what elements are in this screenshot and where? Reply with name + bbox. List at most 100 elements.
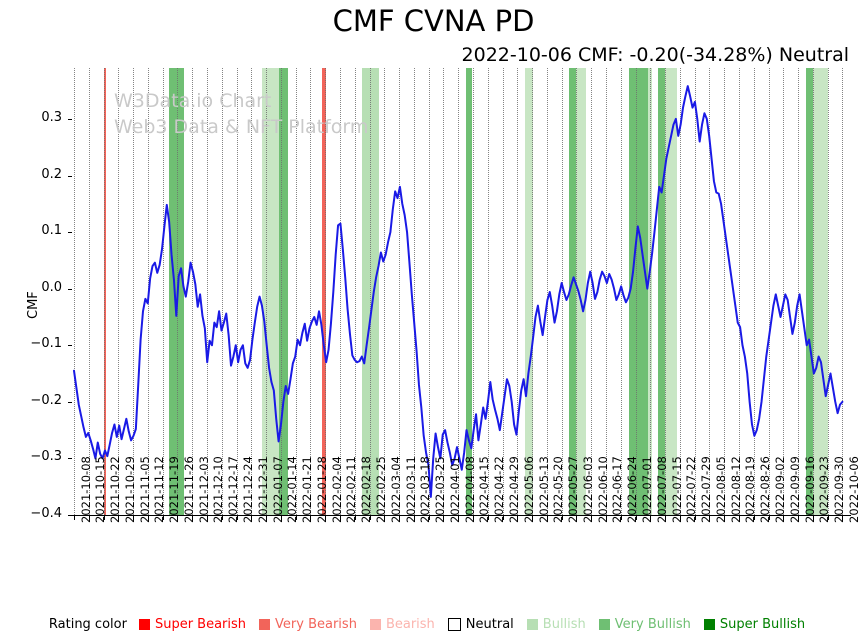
- x-tick-mark: [413, 516, 415, 520]
- x-axis: 2021-10-08 2021-10-15 2021-10-22 2021-10-29…: [72, 456, 861, 616]
- x-tick-label: 2022-05-20: [551, 456, 566, 523]
- x-tick-mark: [738, 516, 740, 520]
- x-tick-mark: [339, 516, 341, 520]
- x-tick-mark: [591, 516, 593, 520]
- gridline: [74, 68, 75, 515]
- x-tick-label: 2021-11-19: [167, 456, 182, 523]
- x-tick-mark: [620, 516, 622, 520]
- gridline: [443, 68, 445, 515]
- x-tick-mark: [88, 516, 90, 520]
- gridline: [487, 68, 489, 515]
- y-tick-mark: [68, 175, 72, 177]
- gridline: [133, 68, 135, 515]
- x-tick-label: 2022-02-25: [374, 456, 389, 523]
- x-tick-label: 2022-04-29: [507, 456, 522, 523]
- x-tick-mark: [724, 516, 726, 520]
- rating-band: [664, 68, 678, 515]
- gridline: [650, 68, 652, 515]
- gridline: [694, 68, 696, 515]
- x-tick-label: 2022-06-03: [580, 456, 595, 523]
- legend-label: Bullish: [542, 616, 586, 632]
- x-tick-mark: [679, 516, 681, 520]
- x-tick-label: 2022-08-12: [728, 456, 743, 523]
- legend-item[interactable]: Super Bullish: [703, 617, 805, 632]
- gridline: [325, 68, 327, 515]
- gridline: [768, 68, 770, 515]
- x-tick-mark: [753, 516, 755, 520]
- gridline: [738, 68, 740, 515]
- gridline: [842, 68, 844, 515]
- x-tick-label: 2022-09-09: [787, 456, 802, 523]
- rating-band: [575, 68, 587, 515]
- legend-item[interactable]: Bullish: [526, 616, 586, 632]
- y-tick-mark: [68, 288, 72, 290]
- x-tick-label: 2021-10-29: [122, 456, 137, 523]
- y-tick-label: −0.3: [30, 449, 62, 465]
- x-tick-label: 2022-04-08: [462, 456, 477, 523]
- x-tick-mark: [842, 516, 844, 520]
- x-tick-mark: [295, 516, 297, 520]
- x-tick-mark: [384, 516, 386, 520]
- rating-band: [569, 68, 576, 515]
- legend-swatch: [138, 618, 150, 630]
- legend-label: Very Bearish: [275, 616, 357, 632]
- x-tick-mark: [428, 516, 430, 520]
- y-tick-mark: [68, 232, 72, 234]
- legend-item[interactable]: Neutral: [447, 617, 514, 632]
- gridline: [251, 68, 253, 515]
- rating-band: [524, 68, 534, 515]
- x-tick-label: 2022-02-04: [329, 456, 344, 523]
- x-tick-mark: [133, 516, 135, 520]
- legend-swatch: [703, 618, 715, 630]
- x-tick-mark: [827, 516, 829, 520]
- gridline: [295, 68, 297, 515]
- x-tick-mark: [354, 516, 356, 520]
- legend-item[interactable]: Super Bearish: [138, 617, 246, 632]
- legend-item[interactable]: Bearish: [369, 616, 435, 632]
- gridline: [103, 68, 105, 515]
- plot-area: W3Data.io Chart Web3 Data & NFT Platform: [72, 68, 850, 515]
- gridline: [546, 68, 548, 515]
- x-tick-label: 2022-07-08: [654, 456, 669, 523]
- x-tick-mark: [147, 516, 149, 520]
- y-tick-mark: [68, 118, 72, 120]
- x-tick-mark: [768, 516, 770, 520]
- x-tick-mark: [576, 516, 578, 520]
- gridline: [561, 68, 563, 515]
- rating-band: [465, 68, 472, 515]
- x-tick-label: 2022-07-01: [640, 456, 655, 523]
- rating-band: [279, 68, 288, 515]
- x-tick-label: 2021-10-15: [93, 456, 108, 523]
- gridline: [266, 68, 268, 515]
- x-tick-label: 2022-08-05: [713, 456, 728, 523]
- gridline: [310, 68, 312, 515]
- x-tick-mark: [665, 516, 667, 520]
- gridline: [591, 68, 593, 515]
- gridline: [827, 68, 829, 515]
- legend-item[interactable]: Very Bullish: [598, 617, 691, 632]
- gridline: [635, 68, 637, 515]
- rating-band: [321, 68, 326, 515]
- y-tick-label: 0.2: [41, 166, 62, 182]
- x-tick-mark: [517, 516, 519, 520]
- x-tick-label: 2021-11-05: [137, 456, 152, 523]
- x-tick-label: 2022-09-16: [802, 456, 817, 523]
- x-tick-label: 2022-08-19: [743, 456, 758, 523]
- gridline: [709, 68, 711, 515]
- legend-item[interactable]: Very Bearish: [259, 617, 357, 632]
- y-tick-mark: [68, 515, 72, 516]
- y-tick-mark: [68, 401, 72, 403]
- x-tick-mark: [472, 516, 474, 520]
- gridline: [502, 68, 504, 515]
- x-tick-label: 2022-04-15: [477, 456, 492, 523]
- x-tick-label: 2022-06-17: [610, 456, 625, 523]
- y-tick-label: −0.2: [30, 392, 62, 408]
- x-tick-label: 2022-03-04: [388, 456, 403, 523]
- x-tick-label: 2022-05-06: [521, 456, 536, 523]
- x-tick-label: 2022-03-18: [418, 456, 433, 523]
- gridline: [221, 68, 223, 515]
- x-tick-mark: [561, 516, 563, 520]
- legend-label: Bearish: [385, 616, 435, 632]
- gridline: [413, 68, 415, 515]
